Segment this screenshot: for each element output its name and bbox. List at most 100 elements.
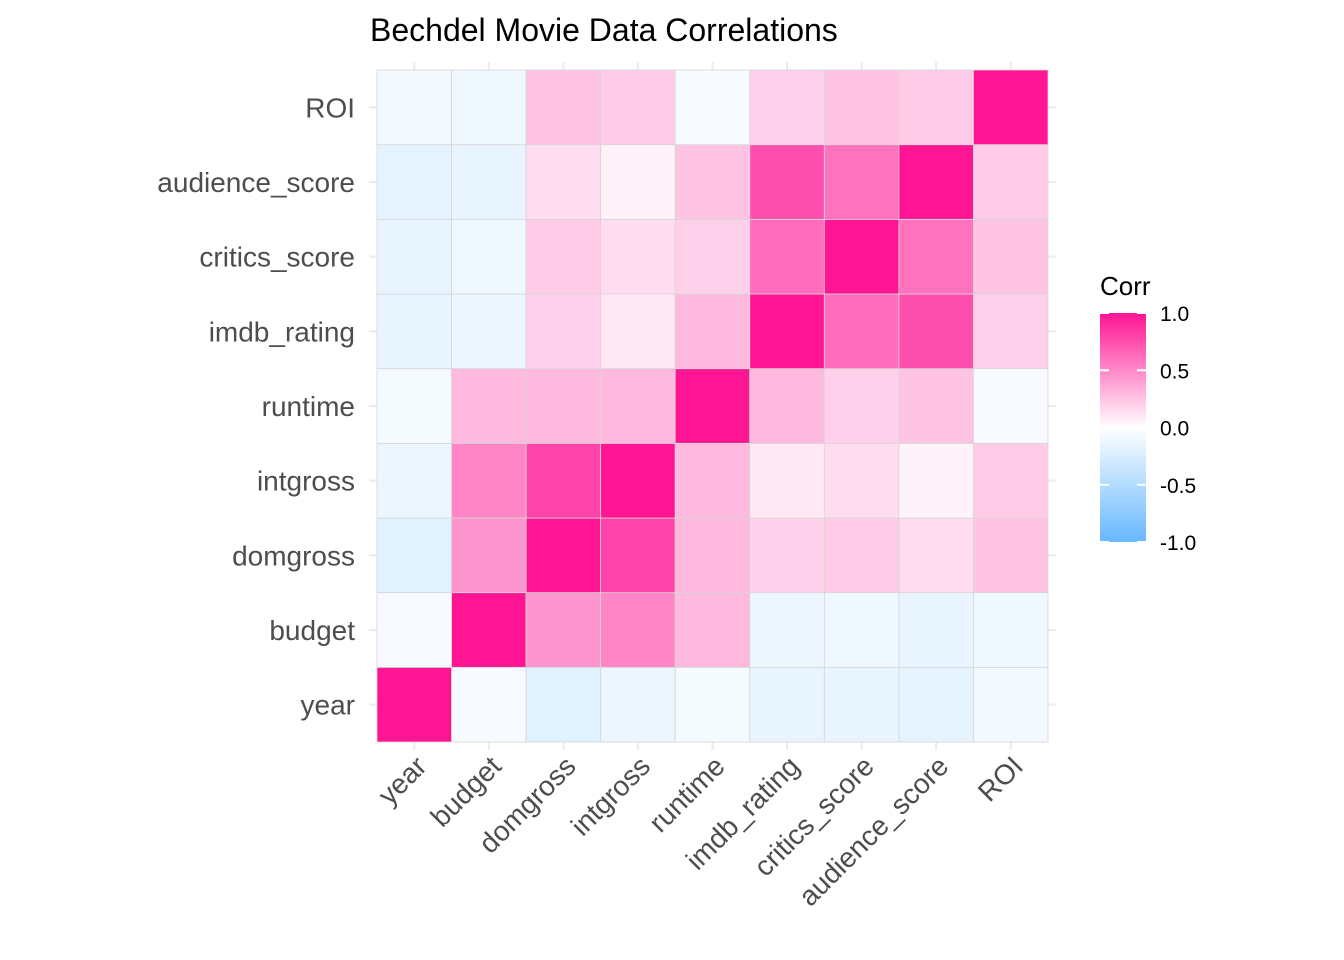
heatmap-cell-ROI-imdb_rating <box>749 69 825 146</box>
heatmap-cell-ROI-budget <box>451 69 527 146</box>
heatmap-cell-year-year <box>376 666 452 743</box>
chart-title: Bechdel Movie Data Correlations <box>370 12 838 48</box>
legend-tick-label: 0.5 <box>1160 360 1189 383</box>
heatmap-cell-domgross-runtime <box>674 517 751 594</box>
heatmap-cell-audience_score-runtime <box>674 144 751 220</box>
y-tick-label: domgross <box>232 540 355 571</box>
heatmap-cell-runtime-year <box>376 368 452 444</box>
heatmap-cell-runtime-ROI <box>973 368 1049 444</box>
heatmap-cell-budget-audience_score <box>898 592 974 668</box>
heatmap-cell-imdb_rating-domgross <box>525 293 602 370</box>
heatmap-cell-intgross-intgross <box>600 442 676 519</box>
heatmap-cell-year-budget <box>451 666 527 743</box>
heatmap-cell-budget-runtime <box>674 592 751 668</box>
heatmap-cell-budget-ROI <box>973 592 1049 668</box>
heatmap-cell-audience_score-domgross <box>525 144 602 220</box>
color-legend: Corr 1.0 0.5 0.0 -0.5 -1.0 <box>1100 271 1196 555</box>
x-tick-label: ROI <box>972 750 1029 807</box>
heatmap-cell-intgross-critics_score <box>823 442 900 519</box>
heatmap-cell-domgross-budget <box>451 517 527 594</box>
heatmap-cell-critics_score-domgross <box>525 218 602 295</box>
heatmap-cell-critics_score-runtime <box>674 218 751 295</box>
heatmap-cell-year-runtime <box>674 666 751 743</box>
heatmap-cell-year-audience_score <box>898 666 974 743</box>
heatmap-cell-runtime-imdb_rating <box>749 368 825 444</box>
heatmap-cell-domgross-ROI <box>973 517 1049 594</box>
heatmap-cell-domgross-audience_score <box>898 517 974 594</box>
heatmap-cell-runtime-intgross <box>600 368 676 444</box>
heatmap-cell-runtime-budget <box>451 368 527 444</box>
heatmap-cell-audience_score-audience_score <box>898 144 974 220</box>
heatmap-cell-runtime-audience_score <box>898 368 974 444</box>
heatmap-cell-ROI-runtime <box>674 69 751 146</box>
heatmap-cell-budget-imdb_rating <box>749 592 825 668</box>
heatmap-cell-imdb_rating-imdb_rating <box>749 293 825 370</box>
heatmap-cell-critics_score-audience_score <box>898 218 974 295</box>
legend-tick-label: 1.0 <box>1160 303 1189 326</box>
heatmap-cell-audience_score-year <box>376 144 452 220</box>
heatmap-cell-imdb_rating-critics_score <box>823 293 900 370</box>
heatmap-cell-intgross-audience_score <box>898 442 974 519</box>
heatmap-cell-runtime-critics_score <box>823 368 900 444</box>
heatmap-cells <box>376 69 1049 743</box>
heatmap-cell-intgross-domgross <box>525 442 602 519</box>
heatmap-cell-budget-intgross <box>600 592 676 668</box>
legend-title: Corr <box>1100 271 1151 301</box>
y-tick-label: intgross <box>257 466 355 497</box>
heatmap-cell-domgross-domgross <box>525 517 602 594</box>
heatmap-cell-domgross-intgross <box>600 517 676 594</box>
heatmap-cell-domgross-year <box>376 517 452 594</box>
heatmap-cell-ROI-audience_score <box>898 69 974 146</box>
heatmap-cell-intgross-ROI <box>973 442 1049 519</box>
y-tick-label: critics_score <box>199 242 355 273</box>
heatmap-cell-audience_score-imdb_rating <box>749 144 825 220</box>
heatmap-cell-critics_score-year <box>376 218 452 295</box>
x-tick-label: intgross <box>565 750 656 841</box>
heatmap-cell-budget-critics_score <box>823 592 900 668</box>
heatmap-cell-critics_score-critics_score <box>823 218 900 295</box>
heatmap-cell-imdb_rating-budget <box>451 293 527 370</box>
heatmap-cell-critics_score-imdb_rating <box>749 218 825 295</box>
heatmap-cell-imdb_rating-runtime <box>674 293 751 370</box>
y-tick-label: ROI <box>305 92 355 123</box>
heatmap-cell-critics_score-ROI <box>973 218 1049 295</box>
heatmap-cell-year-intgross <box>600 666 676 743</box>
heatmap-cell-ROI-year <box>376 69 452 146</box>
heatmap-cell-domgross-imdb_rating <box>749 517 825 594</box>
heatmap-cell-audience_score-ROI <box>973 144 1049 220</box>
y-axis-tick-labels: year budget domgross intgross runtime imdb_ra… <box>157 92 355 720</box>
heatmap-cell-year-imdb_rating <box>749 666 825 743</box>
heatmap-cell-year-ROI <box>973 666 1049 743</box>
heatmap-cell-imdb_rating-ROI <box>973 293 1049 370</box>
heatmap-cell-runtime-domgross <box>525 368 602 444</box>
heatmap-cell-audience_score-intgross <box>600 144 676 220</box>
heatmap-cell-ROI-ROI <box>973 69 1049 146</box>
heatmap-cell-budget-domgross <box>525 592 602 668</box>
heatmap-cell-intgross-year <box>376 442 452 519</box>
y-tick-label: audience_score <box>157 167 355 198</box>
heatmap-cell-imdb_rating-year <box>376 293 452 370</box>
x-axis-tick-labels: yearbudgetdomgrossintgrossruntimeimdb_ra… <box>372 750 1029 912</box>
y-tick-label: imdb_rating <box>209 316 355 347</box>
heatmap-cell-audience_score-budget <box>451 144 527 220</box>
heatmap-cell-intgross-imdb_rating <box>749 442 825 519</box>
x-tick-label: year <box>372 750 432 810</box>
heatmap-cell-year-critics_score <box>823 666 900 743</box>
heatmap-cell-ROI-intgross <box>600 69 676 146</box>
heatmap-cell-domgross-critics_score <box>823 517 900 594</box>
heatmap-cell-intgross-runtime <box>674 442 751 519</box>
heatmap-cell-budget-budget <box>451 592 527 668</box>
legend-tick-label: -1.0 <box>1160 532 1196 555</box>
heatmap-cell-ROI-domgross <box>525 69 602 146</box>
heatmap-cell-imdb_rating-intgross <box>600 293 676 370</box>
heatmap-cell-budget-year <box>376 592 452 668</box>
heatmap-cell-runtime-runtime <box>674 368 751 444</box>
legend-tick-label: -0.5 <box>1160 475 1196 498</box>
heatmap-cell-imdb_rating-audience_score <box>898 293 974 370</box>
y-tick-label: budget <box>269 615 355 646</box>
y-tick-label: runtime <box>262 391 355 422</box>
heatmap-cell-intgross-budget <box>451 442 527 519</box>
heatmap-cell-year-domgross <box>525 666 602 743</box>
y-tick-label: year <box>301 690 355 721</box>
